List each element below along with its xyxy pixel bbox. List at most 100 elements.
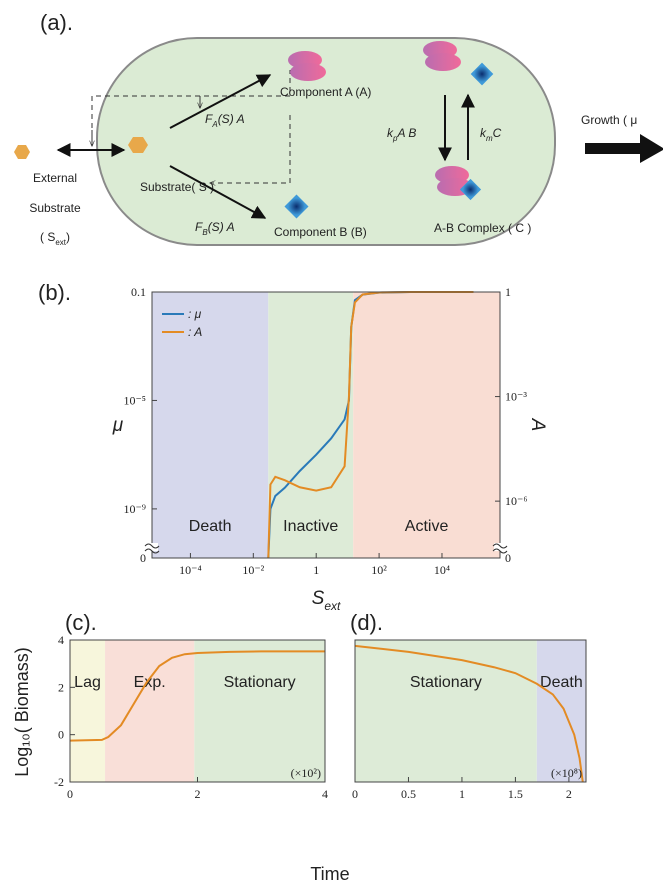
- rate-label: FA(S) A: [205, 112, 245, 129]
- y-tick-label: 2: [58, 680, 64, 694]
- region: [152, 292, 269, 558]
- axis-break: [146, 543, 158, 551]
- synthesis-arrow: [169, 74, 272, 129]
- x-multiplier: (×10²): [291, 766, 321, 780]
- region-label: Death: [540, 674, 583, 691]
- s-ext-label: ( Sext): [40, 230, 70, 247]
- axis-break: [144, 543, 160, 554]
- region: [355, 640, 537, 782]
- text: ext: [55, 238, 66, 247]
- component-b-label: Component B (B): [274, 225, 367, 239]
- legend-label: : A: [188, 325, 202, 339]
- text: ext: [324, 599, 341, 613]
- x-tick-label: 1: [459, 787, 465, 801]
- x-tick-label: 0: [352, 787, 358, 801]
- cell: [96, 37, 556, 246]
- text: B: [202, 228, 208, 237]
- text: F: [205, 112, 213, 126]
- y-tick-label: 10⁻⁹: [123, 502, 146, 516]
- component-b-icon: [284, 194, 309, 219]
- region-label: Active: [405, 518, 449, 535]
- y-axis-label: Log₁₀( Biomass): [12, 647, 32, 777]
- y-tick-label: 0.1: [131, 285, 146, 299]
- region: [536, 640, 586, 782]
- component-a-icon: [423, 41, 461, 71]
- y-tick-label: 0: [58, 728, 64, 742]
- y2-axis-label: A: [527, 418, 548, 432]
- rate-label: FB(S) A: [195, 220, 235, 237]
- x-tick-label: 10⁻⁴: [179, 563, 202, 577]
- x-tick-label: 1: [313, 563, 319, 577]
- x-tick-label: 2: [566, 787, 572, 801]
- text: (S) A: [218, 112, 245, 126]
- feedback-line: [210, 115, 291, 183]
- x-tick-label: 10⁻²: [242, 563, 264, 577]
- x-axis-label: Sext: [312, 588, 341, 613]
- text: S: [312, 588, 325, 609]
- external-label: Substrate: [29, 201, 81, 215]
- region-label: Stationary: [410, 674, 482, 691]
- region-label: Stationary: [224, 674, 296, 691]
- region: [353, 292, 500, 558]
- x-tick-label: 10²: [371, 563, 387, 577]
- y2-tick-label: 10⁻³: [505, 390, 527, 404]
- x-tick-label: 2: [195, 787, 201, 801]
- text: ( S: [40, 230, 55, 244]
- series-line: [354, 644, 584, 783]
- text: p: [392, 134, 398, 143]
- region: [194, 640, 325, 782]
- y2-tick-label: 0: [505, 551, 511, 565]
- region: [70, 640, 106, 782]
- external-label: External: [33, 171, 77, 185]
- text: k: [387, 126, 394, 140]
- text: A B: [396, 126, 416, 140]
- y-tick-label: 10⁻⁵: [123, 393, 146, 407]
- x-tick-label: 1.5: [508, 787, 523, 801]
- text: C: [493, 126, 502, 140]
- growth-label: Growth ( μ: [581, 113, 637, 127]
- y2-tick-label: 10⁻⁶: [505, 494, 528, 508]
- panel-label: (a).: [40, 10, 73, 35]
- growth-arrow: [585, 134, 663, 163]
- panel-label: (d).: [350, 610, 383, 635]
- y-tick-label: 0: [140, 551, 146, 565]
- x-axis-label: Time: [310, 864, 349, 884]
- y-tick-label: 4: [58, 633, 64, 647]
- panel-label: (b).: [38, 280, 71, 305]
- x-tick-label: 0.5: [401, 787, 416, 801]
- region-label: Exp.: [134, 674, 166, 691]
- plot-frame: [151, 291, 501, 559]
- region-label: Death: [189, 518, 232, 535]
- complex-icon: [435, 166, 482, 201]
- region: [268, 292, 354, 558]
- y2-tick-label: 1: [505, 285, 511, 299]
- text: k: [480, 126, 487, 140]
- y-tick-label: -2: [54, 775, 64, 789]
- rate-label: kmC: [480, 126, 502, 143]
- region-label: Lag: [74, 674, 101, 691]
- series-line: [69, 650, 325, 742]
- x-tick-label: 10⁴: [434, 563, 450, 577]
- component-a-icon: [288, 51, 326, 81]
- series-line: [267, 291, 474, 559]
- text: A: [211, 120, 217, 129]
- panel-label: (c).: [65, 610, 97, 635]
- text: F: [195, 220, 203, 234]
- complex-label: A-B Complex ( C ): [434, 221, 531, 235]
- axis-break: [492, 543, 508, 554]
- synthesis-arrow: [169, 165, 267, 219]
- text: (S) A: [208, 220, 235, 234]
- substrate-icon: [14, 145, 30, 159]
- x-multiplier: (×10⁸): [551, 766, 582, 780]
- rate-label: kpA B: [387, 126, 416, 143]
- x-tick-label: 0: [67, 787, 73, 801]
- plot-frame: [354, 639, 587, 783]
- legend-label: : μ: [188, 307, 202, 321]
- substrate-icon: [128, 137, 148, 153]
- substrate-label: Substrate( S ): [140, 180, 214, 194]
- region: [105, 640, 195, 782]
- region-label: Inactive: [283, 518, 338, 535]
- text: m: [486, 134, 493, 143]
